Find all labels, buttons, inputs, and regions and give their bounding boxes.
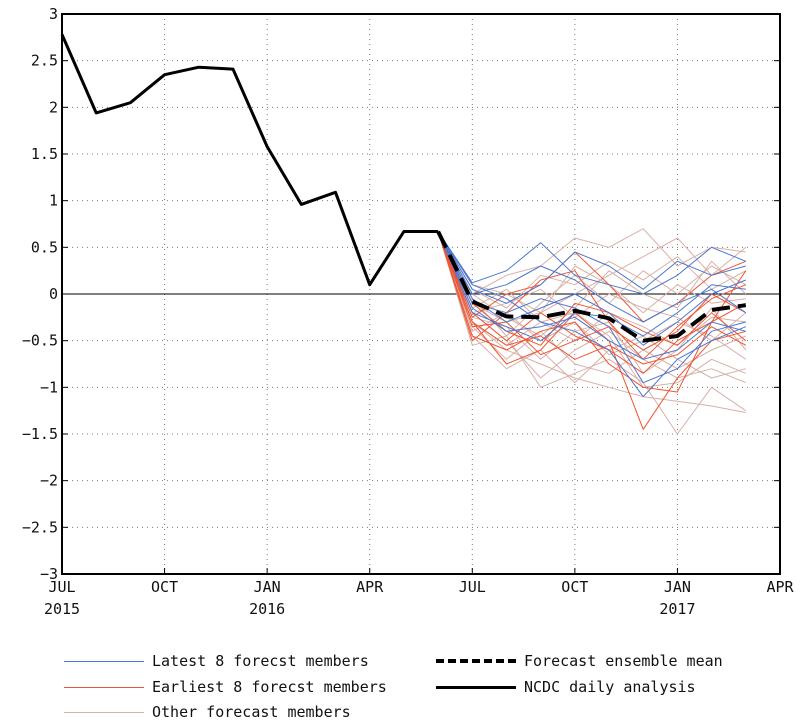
x-tick-label: JAN	[254, 578, 281, 596]
member-line-latest	[437, 231, 747, 323]
member-line-earliest	[437, 231, 746, 360]
x-axis-ticks: JUL 2015 OCT JAN 2016 APR JUL OCT JAN 2017 APR	[44, 568, 795, 618]
y-tick-label: 1.5	[31, 145, 58, 163]
y-tick-label: 0	[49, 285, 58, 303]
x-tick-label: APR	[766, 578, 794, 596]
member-line-earliest	[437, 231, 747, 365]
x-tick-year-label: 2016	[249, 600, 285, 618]
x-tick-label: JAN	[664, 578, 691, 596]
member-line-latest	[437, 231, 746, 342]
y-tick-label: 2	[49, 98, 58, 116]
y-axis-ticks: 3 2.5 2 1.5 1 0.5 0 −0.5 −1 −1.5 −2 −2.5 −3	[22, 5, 780, 583]
y-tick-label: 0.5	[31, 238, 58, 256]
y-tick-label: −3	[40, 565, 58, 583]
ensemble-mean-line	[436, 230, 747, 343]
x-tick-label: OCT	[151, 578, 178, 596]
member-line-other	[437, 231, 747, 323]
member-line-latest	[437, 231, 746, 398]
member-line-latest	[437, 231, 746, 295]
y-tick-label: −2	[40, 472, 58, 490]
y-tick-label: 2.5	[31, 52, 58, 70]
x-tick-year-label: 2015	[44, 600, 80, 618]
member-line-latest	[437, 231, 746, 346]
y-tick-label: 1	[49, 192, 58, 210]
forecast-member-lines	[437, 228, 747, 435]
x-tick-label: JUL	[48, 578, 75, 596]
member-line-other	[437, 231, 746, 384]
y-tick-label: 3	[49, 5, 58, 23]
x-tick-label: APR	[356, 578, 384, 596]
x-tick-label: OCT	[561, 578, 588, 596]
member-line-earliest	[437, 231, 746, 323]
y-tick-label: −0.5	[22, 332, 58, 350]
member-line-other	[437, 231, 746, 314]
member-line-earliest	[437, 231, 747, 346]
y-tick-label: −2.5	[22, 518, 58, 536]
x-tick-year-label: 2017	[659, 600, 695, 618]
x-tick-label: JUL	[459, 578, 486, 596]
member-line-other	[437, 231, 746, 413]
member-line-other	[437, 231, 747, 309]
y-tick-label: −1	[40, 378, 58, 396]
analysis-line	[60, 33, 439, 287]
member-line-latest	[437, 231, 746, 304]
main-series-lines	[60, 33, 747, 343]
y-tick-label: −1.5	[22, 425, 58, 443]
